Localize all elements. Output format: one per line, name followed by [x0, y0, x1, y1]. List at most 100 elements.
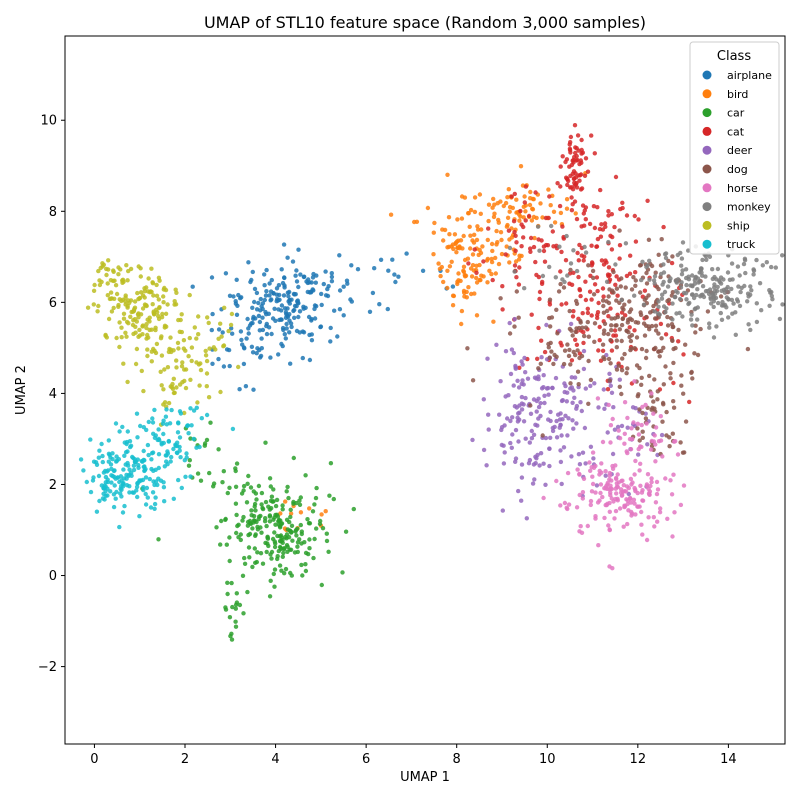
data-point — [662, 252, 668, 257]
data-point — [470, 378, 476, 383]
data-point — [624, 273, 630, 279]
data-point — [295, 549, 300, 555]
data-point — [250, 269, 255, 275]
data-point — [529, 428, 534, 434]
data-point — [137, 478, 142, 483]
data-point — [323, 509, 328, 514]
data-point — [117, 479, 122, 485]
data-point — [307, 537, 312, 542]
data-point — [246, 260, 251, 265]
data-point — [131, 463, 137, 468]
data-point — [130, 322, 136, 328]
data-point — [647, 258, 652, 263]
data-point — [511, 350, 516, 356]
data-point — [536, 404, 542, 410]
data-point — [509, 235, 515, 240]
data-point — [770, 297, 775, 302]
data-point — [258, 353, 264, 359]
data-point — [120, 481, 126, 487]
data-point — [653, 323, 659, 328]
data-point — [568, 267, 573, 273]
data-point — [596, 348, 601, 353]
data-point — [257, 319, 263, 325]
data-point — [630, 405, 636, 410]
data-point — [489, 256, 494, 262]
data-point — [606, 523, 611, 528]
data-point — [121, 311, 127, 316]
data-point — [268, 298, 273, 303]
data-point — [646, 486, 651, 492]
data-point — [268, 552, 273, 557]
data-point — [118, 267, 123, 272]
data-point — [518, 208, 523, 214]
data-point — [120, 424, 125, 430]
data-point — [100, 496, 106, 501]
data-point — [623, 285, 628, 290]
data-point — [628, 338, 634, 344]
data-point — [612, 328, 618, 333]
data-point — [181, 346, 186, 351]
data-point — [719, 317, 725, 322]
data-point — [132, 317, 138, 322]
data-point — [589, 297, 594, 302]
data-point — [253, 316, 258, 321]
data-point — [527, 202, 533, 208]
data-point — [250, 526, 255, 531]
data-point — [548, 324, 553, 329]
data-point — [588, 377, 594, 383]
data-point — [425, 205, 431, 211]
data-point — [174, 365, 179, 370]
data-point — [686, 301, 691, 307]
data-point — [598, 490, 603, 496]
data-point — [313, 280, 318, 285]
data-point — [558, 164, 563, 169]
data-point — [592, 339, 597, 344]
data-point — [146, 452, 151, 458]
data-point — [493, 271, 498, 276]
data-point — [627, 495, 633, 501]
data-point — [114, 335, 119, 341]
data-point — [248, 485, 254, 490]
data-point — [123, 330, 128, 335]
data-point — [273, 522, 278, 527]
data-point — [505, 215, 511, 220]
data-point — [517, 403, 522, 408]
data-point — [341, 313, 346, 318]
data-point — [529, 436, 535, 441]
data-point — [704, 257, 709, 262]
data-point — [679, 383, 684, 388]
data-point — [134, 346, 140, 352]
data-point — [614, 274, 619, 279]
data-point — [140, 306, 146, 311]
data-point — [569, 195, 574, 200]
data-point — [764, 260, 769, 265]
data-point — [632, 472, 637, 477]
data-point — [239, 337, 244, 343]
data-point — [603, 486, 608, 491]
data-point — [306, 551, 311, 557]
data-point — [120, 510, 126, 515]
data-point — [731, 301, 736, 306]
data-point — [267, 281, 272, 286]
data-point — [653, 328, 659, 333]
data-point — [143, 502, 149, 507]
data-point — [689, 312, 694, 317]
data-point — [528, 246, 533, 251]
data-point — [109, 466, 114, 472]
data-point — [686, 277, 692, 282]
data-point — [499, 251, 505, 257]
data-point — [574, 421, 579, 426]
data-point — [259, 530, 264, 535]
data-point — [108, 290, 114, 295]
data-point — [113, 421, 119, 426]
data-point — [278, 546, 284, 552]
data-point — [502, 423, 507, 428]
data-point — [287, 297, 292, 303]
data-point — [639, 277, 644, 283]
data-point — [124, 263, 129, 268]
data-point — [453, 241, 458, 246]
data-point — [602, 406, 607, 411]
data-point — [186, 463, 192, 468]
data-point — [622, 351, 627, 357]
